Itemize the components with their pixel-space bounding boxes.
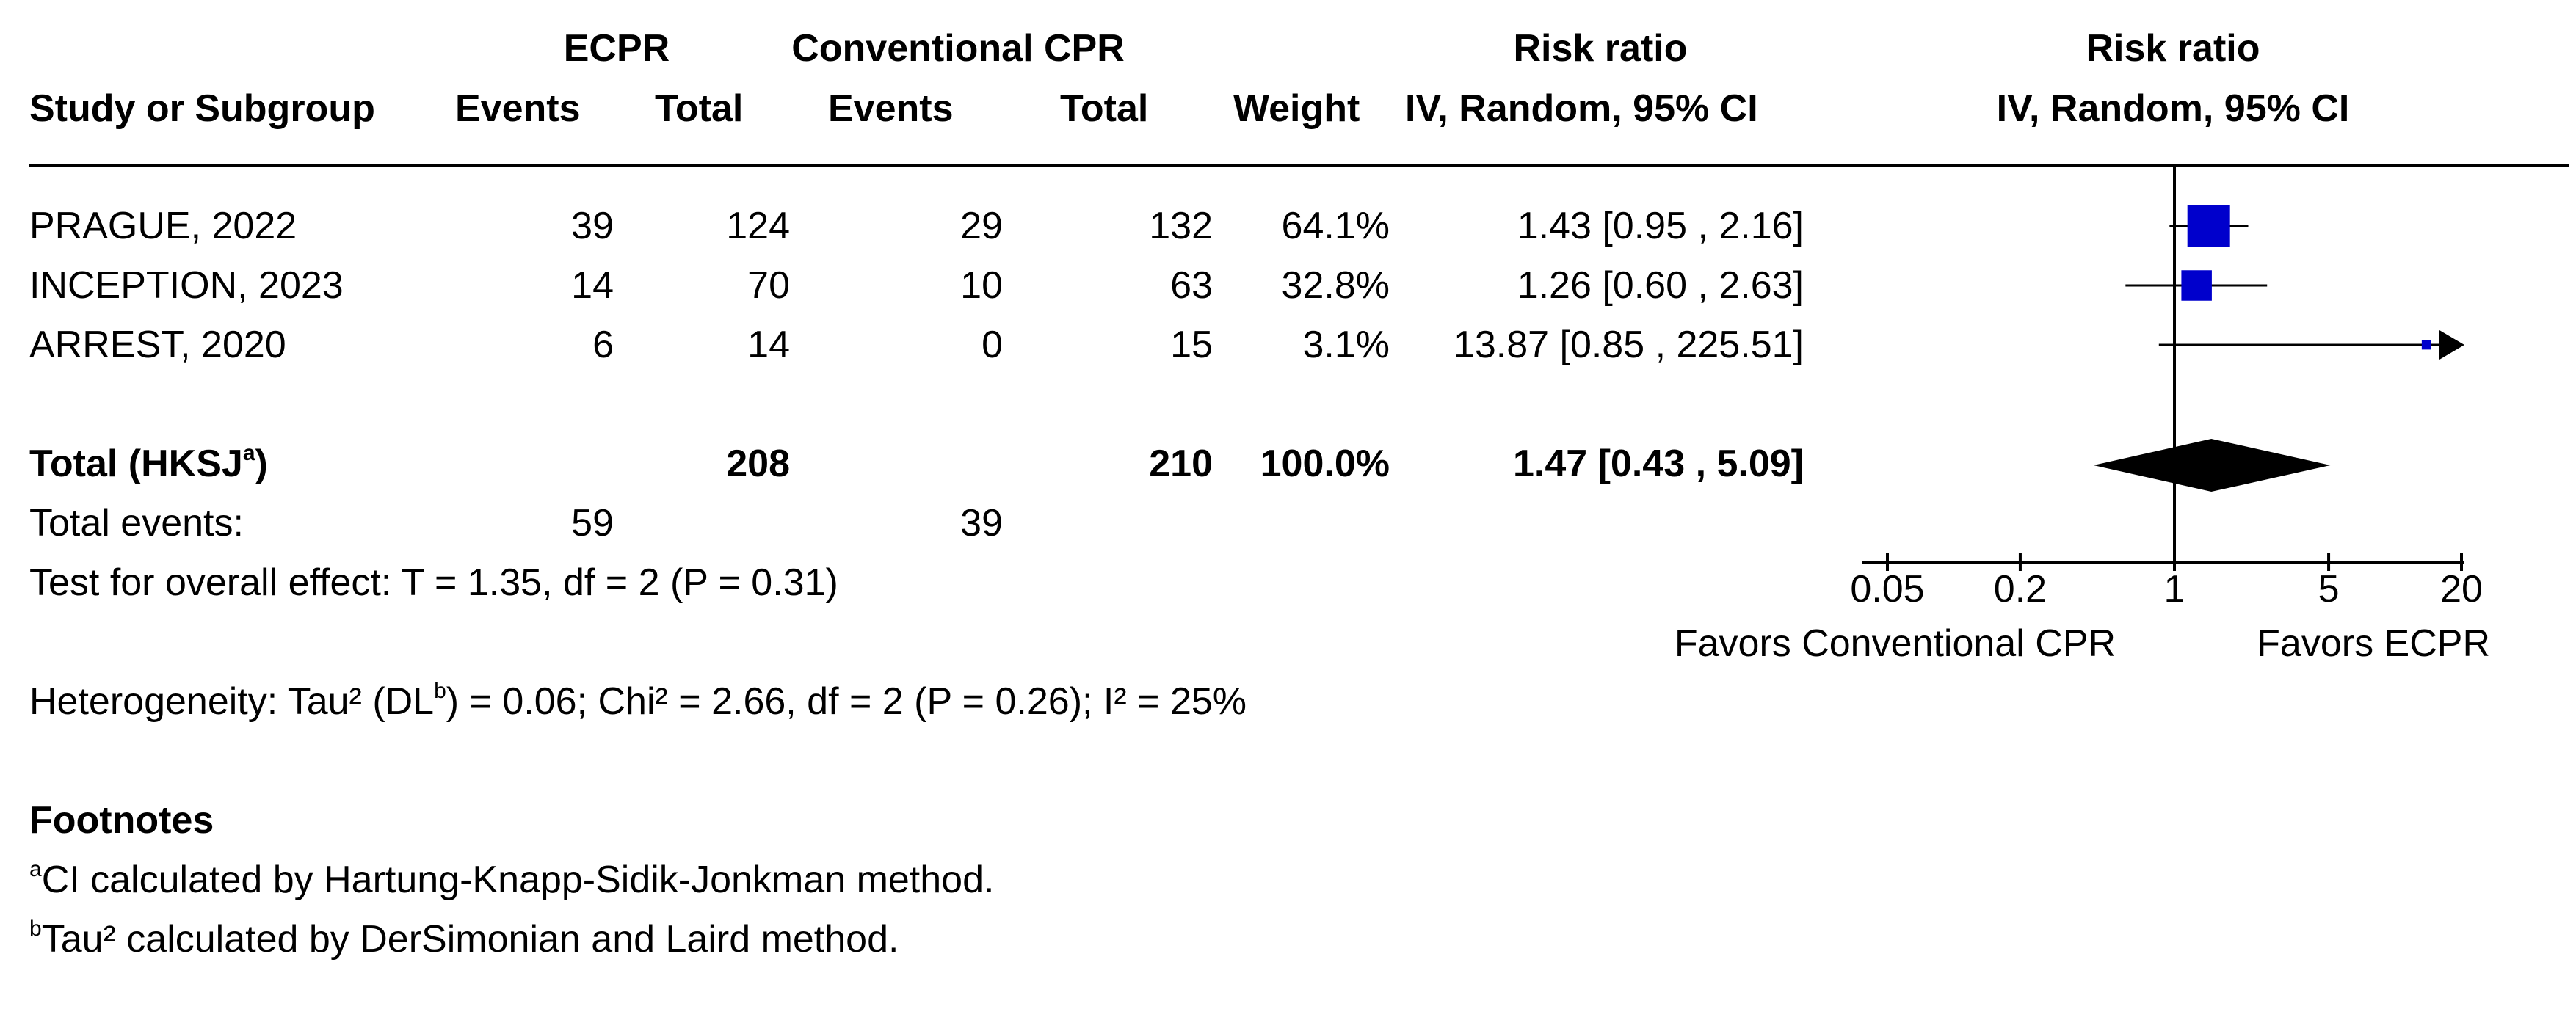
events2-cell: 29 [960, 205, 1003, 247]
total1-cell: 208 [726, 442, 790, 485]
heterogeneity-text: Heterogeneity: Tau² (DLb) = 0.06; Chi² =… [29, 679, 1247, 723]
total1-column-header: Total [655, 87, 744, 130]
total1-cell: 124 [726, 205, 790, 247]
events2-column-header: Events [828, 87, 954, 130]
total-label: Total (HKSJa) [29, 441, 268, 485]
rr-column-subheader: IV, Random, 95% CI [1405, 87, 1758, 130]
total2-cell: 63 [1170, 264, 1213, 307]
rr-plot-header: Risk ratio [2086, 27, 2260, 70]
total-ci-cell: 1.47 [0.43 , 5.09] [1512, 442, 1804, 485]
axis-tick-label: 5 [2318, 568, 2340, 611]
ci-arrow [2439, 330, 2464, 360]
footnotes-title: Footnotes [29, 799, 214, 842]
ci-cell: 1.26 [0.60 , 2.63] [1517, 264, 1804, 307]
ci-cell: 13.87 [0.85 , 225.51] [1453, 324, 1804, 366]
study-name: ARREST, 2020 [29, 324, 286, 366]
weight-cell: 32.8% [1281, 264, 1390, 307]
total2-cell: 15 [1170, 324, 1213, 366]
study-column-header: Study or Subgroup [29, 87, 375, 130]
events1-cell: 14 [571, 264, 614, 307]
events1-cell: 39 [571, 205, 614, 247]
events1-cell: 6 [592, 324, 614, 366]
total1-cell: 14 [747, 324, 790, 366]
header-rule [29, 164, 2569, 167]
group2-header: Conventional CPR [791, 27, 1125, 70]
rr-column-header: Risk ratio [1513, 27, 1688, 70]
axis-tick-label: 1 [2164, 568, 2185, 611]
weight-column-header: Weight [1233, 87, 1360, 130]
study-effect-marker [2181, 270, 2212, 301]
footnote-a: aCI calculated by Hartung-Knapp-Sidik-Jo… [29, 857, 995, 901]
axis-tick-label: 20 [2440, 568, 2483, 611]
overall-effect-text: Test for overall effect: T = 1.35, df = … [29, 561, 838, 604]
footnote-b: bTau² calculated by DerSimonian and Lair… [29, 917, 899, 961]
weight-cell: 3.1% [1302, 324, 1390, 366]
rr-plot-subheader: IV, Random, 95% CI [1996, 87, 2350, 130]
pooled-effect-diamond [2093, 439, 2331, 492]
total2-column-header: Total [1060, 87, 1149, 130]
study-name: PRAGUE, 2022 [29, 205, 297, 247]
total1-cell: 70 [747, 264, 790, 307]
axis-tick-label: 0.2 [1994, 568, 2047, 611]
favors-ecpr-label: Favors ECPR [2257, 622, 2490, 665]
total2-cell: 132 [1149, 205, 1213, 247]
weight-cell: 64.1% [1281, 205, 1390, 247]
axis-tick-label: 0.05 [1850, 568, 1924, 611]
events2-cell: 10 [960, 264, 1003, 307]
study-effect-marker [2187, 205, 2230, 247]
total-weight-cell: 100.0% [1260, 442, 1390, 485]
events1-column-header: Events [455, 87, 581, 130]
total-events1-cell: 59 [571, 502, 614, 544]
study-name: INCEPTION, 2023 [29, 264, 344, 307]
study-effect-marker [2421, 340, 2431, 350]
events2-cell: 0 [982, 324, 1003, 366]
ci-cell: 1.43 [0.95 , 2.16] [1517, 205, 1804, 247]
favors-conventional-label: Favors Conventional CPR [1675, 622, 2116, 665]
total-events2-cell: 39 [960, 502, 1003, 544]
total-events-label: Total events: [29, 502, 244, 544]
group1-header: ECPR [563, 27, 670, 70]
total2-cell: 210 [1149, 442, 1213, 485]
